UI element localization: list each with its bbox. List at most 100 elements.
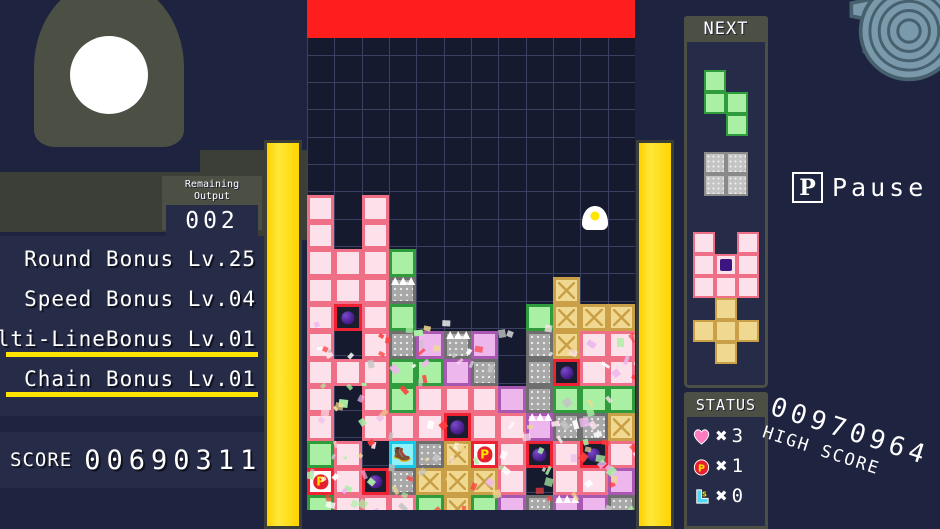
green-face [416, 358, 444, 386]
block-crate[interactable] [443, 467, 471, 496]
block-gray[interactable] [416, 440, 444, 468]
block-crate[interactable] [552, 276, 581, 304]
block-green[interactable] [307, 495, 335, 510]
block-pink[interactable] [498, 440, 526, 468]
block-purple[interactable] [416, 331, 444, 359]
block-pink[interactable] [498, 413, 526, 441]
block-gray[interactable] [525, 358, 553, 386]
block-purple[interactable] [607, 467, 635, 496]
block-pink[interactable] [334, 467, 362, 496]
block-pink[interactable] [580, 358, 608, 386]
block-crate[interactable] [470, 467, 499, 496]
crate-face [443, 495, 471, 510]
block-gray[interactable] [388, 331, 417, 359]
block-pbomb[interactable] [307, 467, 335, 496]
block-green[interactable] [388, 358, 417, 386]
block-pink[interactable] [361, 495, 389, 510]
green-face [388, 303, 417, 332]
block-green[interactable] [580, 385, 608, 414]
block-crate[interactable] [607, 303, 635, 332]
block-crate[interactable] [552, 331, 581, 359]
block-pink[interactable] [361, 385, 389, 414]
block-pink[interactable] [307, 249, 335, 277]
block-pink[interactable] [498, 467, 526, 496]
block-pink[interactable] [470, 413, 499, 441]
play-field[interactable] [307, 0, 635, 510]
block-purple[interactable] [580, 495, 608, 510]
block-crate[interactable] [552, 303, 581, 332]
block-pink[interactable] [334, 495, 362, 510]
block-pink[interactable] [334, 249, 362, 277]
block-pink[interactable] [416, 413, 444, 441]
block-crate[interactable] [443, 495, 471, 510]
block-pink[interactable] [607, 331, 635, 359]
block-pink[interactable] [361, 303, 389, 332]
block-purple[interactable] [470, 331, 499, 359]
block-green[interactable] [470, 495, 499, 510]
block-gray[interactable] [580, 413, 608, 441]
block-bomb[interactable] [443, 413, 471, 441]
block-pink[interactable] [552, 440, 581, 468]
block-purple[interactable] [498, 495, 526, 510]
block-pink[interactable] [307, 331, 335, 359]
block-crate[interactable] [607, 413, 635, 441]
block-gray[interactable] [525, 385, 553, 414]
block-pink[interactable] [361, 331, 389, 359]
block-bomb[interactable] [552, 358, 581, 386]
block-pink[interactable] [334, 358, 362, 386]
block-green[interactable] [607, 385, 635, 414]
block-bomb[interactable] [361, 467, 389, 496]
block-purple[interactable] [443, 358, 471, 386]
block-green[interactable] [307, 440, 335, 468]
block-pink[interactable] [361, 194, 389, 222]
block-green[interactable] [552, 385, 581, 414]
block-gray[interactable] [388, 467, 417, 496]
block-green[interactable] [388, 249, 417, 277]
block-bomb[interactable] [334, 303, 362, 332]
block-gray[interactable] [552, 413, 581, 441]
block-gray[interactable] [607, 495, 635, 510]
block-pink[interactable] [307, 358, 335, 386]
block-pink[interactable] [307, 221, 335, 250]
block-pink[interactable] [580, 467, 608, 496]
block-pink[interactable] [361, 221, 389, 250]
block-pink[interactable] [416, 385, 444, 414]
block-crate[interactable] [443, 440, 471, 468]
block-gray[interactable] [525, 495, 553, 510]
block-gray[interactable] [525, 331, 553, 359]
block-pink[interactable] [361, 358, 389, 386]
block-pink[interactable] [552, 467, 581, 496]
block-crate[interactable] [416, 467, 444, 496]
block-pink[interactable] [361, 276, 389, 304]
block-green[interactable] [525, 303, 553, 332]
block-pink[interactable] [307, 276, 335, 304]
block-pink[interactable] [307, 194, 335, 222]
block-pink[interactable] [580, 331, 608, 359]
block-gray[interactable] [470, 358, 499, 386]
block-pink[interactable] [470, 385, 499, 414]
block-pbomb[interactable] [470, 440, 499, 468]
block-pink[interactable] [307, 413, 335, 441]
block-pink[interactable] [388, 413, 417, 441]
block-pink[interactable] [607, 358, 635, 386]
block-pink[interactable] [334, 276, 362, 304]
block-pink[interactable] [307, 385, 335, 414]
block-pink[interactable] [388, 495, 417, 510]
block-green[interactable] [388, 385, 417, 414]
block-green[interactable] [416, 495, 444, 510]
pink-face [307, 303, 335, 332]
block-pink[interactable] [307, 303, 335, 332]
pause-button[interactable]: P Pause [792, 172, 927, 203]
block-bomb[interactable] [580, 440, 608, 468]
block-pink[interactable] [361, 249, 389, 277]
block-green[interactable] [388, 303, 417, 332]
block-pink[interactable] [334, 440, 362, 468]
block-crate[interactable] [580, 303, 608, 332]
block-boot[interactable] [388, 440, 417, 468]
block-bomb[interactable] [525, 440, 553, 468]
block-pink[interactable] [443, 385, 471, 414]
block-pink[interactable] [607, 440, 635, 468]
block-green[interactable] [416, 358, 444, 386]
block-pink[interactable] [361, 413, 389, 441]
block-purple[interactable] [498, 385, 526, 414]
